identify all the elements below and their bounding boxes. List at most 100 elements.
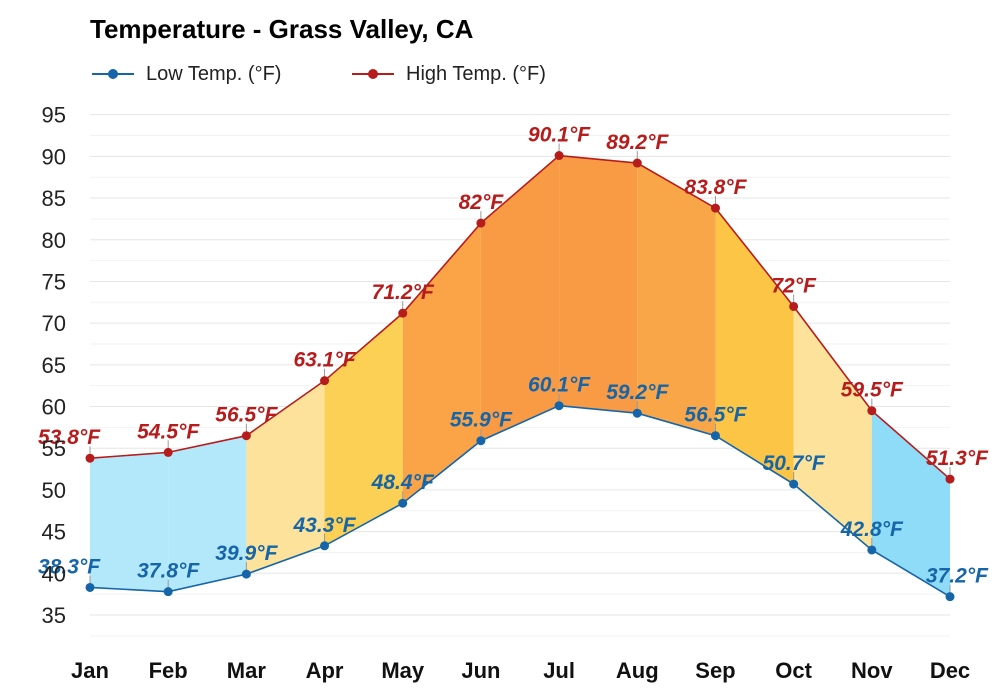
low-point-feb bbox=[163, 587, 173, 597]
x-tick-label-apr: Apr bbox=[306, 658, 344, 683]
band-sep bbox=[715, 208, 794, 485]
series-lines bbox=[89, 154, 951, 598]
y-tick-label-65: 65 bbox=[42, 353, 66, 378]
low-data-label-dec: 37.2°F bbox=[926, 565, 989, 588]
low-data-label-jan: 38.3°F bbox=[38, 555, 101, 578]
y-tick-label-95: 95 bbox=[42, 103, 66, 128]
high-point-aug bbox=[632, 158, 642, 168]
high-point-sep bbox=[710, 203, 720, 213]
band-mar bbox=[246, 380, 325, 575]
high-temp-line bbox=[89, 154, 951, 480]
y-tick-label-80: 80 bbox=[42, 228, 66, 253]
low-data-label-nov: 42.8°F bbox=[840, 518, 904, 541]
high-point-feb bbox=[163, 447, 173, 457]
legend-item-high[interactable]: High Temp. (°F) bbox=[350, 62, 546, 86]
low-point-nov bbox=[867, 545, 877, 555]
x-tick-label-aug: Aug bbox=[616, 658, 659, 683]
low-point-jan bbox=[85, 582, 95, 592]
x-tick-label-may: May bbox=[381, 658, 425, 683]
y-tick-label-55: 55 bbox=[42, 436, 66, 461]
legend-label-high: High Temp. (°F) bbox=[406, 62, 546, 85]
high-data-label-dec: 51.3°F bbox=[926, 447, 989, 470]
legend-marker-low-icon bbox=[92, 69, 134, 79]
low-data-label-jul: 60.1°F bbox=[528, 374, 591, 397]
high-data-label-jan: 53.8°F bbox=[38, 426, 101, 449]
high-point-nov bbox=[867, 406, 877, 416]
low-point-may bbox=[398, 498, 408, 508]
high-data-label-jul: 90.1°F bbox=[528, 124, 591, 147]
x-tick-label-jul: Jul bbox=[543, 658, 575, 683]
band-jan bbox=[90, 452, 169, 592]
legend-item-low[interactable]: Low Temp. (°F) bbox=[90, 62, 281, 86]
low-point-apr bbox=[320, 541, 330, 551]
band-aug bbox=[637, 163, 716, 436]
low-data-label-mar: 39.9°F bbox=[215, 542, 278, 565]
band-nov bbox=[871, 410, 950, 597]
low-data-label-apr: 43.3°F bbox=[292, 514, 356, 537]
high-point-apr bbox=[320, 376, 330, 386]
band-may bbox=[402, 223, 481, 504]
axis-tick-labels: 35 40 45 50 55 60 65 70 75 80 85 90 95 Jan Feb Mar Apr Ma… bbox=[42, 103, 971, 683]
y-tick-label-50: 50 bbox=[42, 478, 66, 503]
y-tick-label-70: 70 bbox=[42, 311, 66, 336]
high-point-jan bbox=[85, 453, 95, 463]
x-tick-label-oct: Oct bbox=[775, 658, 812, 683]
x-tick-label-nov: Nov bbox=[851, 658, 893, 683]
low-data-label-oct: 50.7°F bbox=[763, 452, 826, 475]
high-data-label-mar: 56.5°F bbox=[215, 404, 278, 427]
band-apr bbox=[324, 313, 403, 546]
legend-marker-high-icon bbox=[352, 69, 394, 79]
low-data-label-may: 48.4°F bbox=[371, 471, 435, 494]
data-labels: 38.3°F 37.8°F 39.9°F 43.3°F 48.4°F 55.9°F 60.1… bbox=[38, 124, 989, 588]
y-tick-label-45: 45 bbox=[42, 520, 66, 545]
grid-lines bbox=[90, 114, 950, 637]
low-data-label-sep: 56.5°F bbox=[684, 404, 747, 427]
band-jul bbox=[559, 155, 638, 414]
band-feb bbox=[168, 435, 247, 592]
high-point-oct bbox=[789, 301, 799, 311]
x-tick-label-jan: Jan bbox=[71, 658, 109, 683]
low-temp-line bbox=[89, 404, 951, 598]
x-tick-label-feb: Feb bbox=[149, 658, 188, 683]
band-jun bbox=[480, 155, 560, 441]
high-point-mar bbox=[241, 431, 251, 441]
chart-title: Temperature - Grass Valley, CA bbox=[90, 14, 474, 44]
high-data-label-sep: 83.8°F bbox=[684, 176, 747, 199]
low-point-jun bbox=[476, 436, 486, 446]
low-point-oct bbox=[789, 479, 799, 489]
x-tick-label-jun: Jun bbox=[461, 658, 500, 683]
high-data-label-apr: 63.1°F bbox=[293, 349, 356, 372]
y-tick-label-35: 35 bbox=[42, 603, 66, 628]
series-points bbox=[85, 143, 955, 602]
high-data-label-nov: 59.5°F bbox=[841, 379, 904, 402]
low-data-label-feb: 37.8°F bbox=[137, 560, 200, 583]
x-tick-label-dec: Dec bbox=[930, 658, 970, 683]
low-data-label-aug: 59.2°F bbox=[606, 381, 669, 404]
high-data-label-aug: 89.2°F bbox=[606, 131, 669, 154]
temperature-bands bbox=[90, 155, 950, 597]
high-point-dec bbox=[945, 474, 955, 484]
high-data-label-jun: 82°F bbox=[459, 191, 505, 214]
high-point-jul bbox=[554, 151, 564, 161]
low-point-jul bbox=[554, 401, 564, 411]
high-point-may bbox=[398, 308, 408, 318]
high-point-jun bbox=[476, 218, 486, 228]
legend-label-low: Low Temp. (°F) bbox=[146, 62, 282, 85]
high-data-label-oct: 72°F bbox=[771, 274, 817, 297]
band-oct bbox=[793, 306, 872, 550]
y-tick-label-40: 40 bbox=[42, 561, 66, 586]
low-point-mar bbox=[241, 569, 251, 579]
x-tick-label-sep: Sep bbox=[695, 658, 735, 683]
y-tick-label-60: 60 bbox=[42, 395, 66, 420]
low-point-dec bbox=[945, 592, 955, 602]
x-tick-label-mar: Mar bbox=[227, 658, 267, 683]
y-tick-label-90: 90 bbox=[42, 144, 66, 169]
low-data-label-jun: 55.9°F bbox=[450, 409, 513, 432]
high-data-label-feb: 54.5°F bbox=[137, 420, 200, 443]
high-data-label-may: 71.2°F bbox=[372, 281, 435, 304]
low-point-sep bbox=[710, 431, 720, 441]
y-tick-label-85: 85 bbox=[42, 186, 66, 211]
low-point-aug bbox=[632, 408, 642, 418]
y-tick-label-75: 75 bbox=[42, 269, 66, 294]
